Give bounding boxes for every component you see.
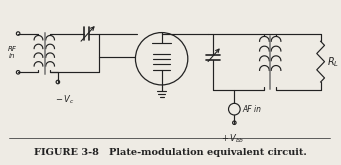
Text: AF in: AF in (242, 105, 261, 114)
Text: FIGURE 3-8   Plate-modulation equivalent circuit.: FIGURE 3-8 Plate-modulation equivalent c… (34, 148, 307, 157)
Text: RF
in: RF in (8, 46, 17, 59)
Text: $R_L$: $R_L$ (327, 55, 340, 68)
Text: $+\,V_{bb}$: $+\,V_{bb}$ (221, 132, 244, 145)
Text: $-\,V_c$: $-\,V_c$ (55, 94, 74, 106)
